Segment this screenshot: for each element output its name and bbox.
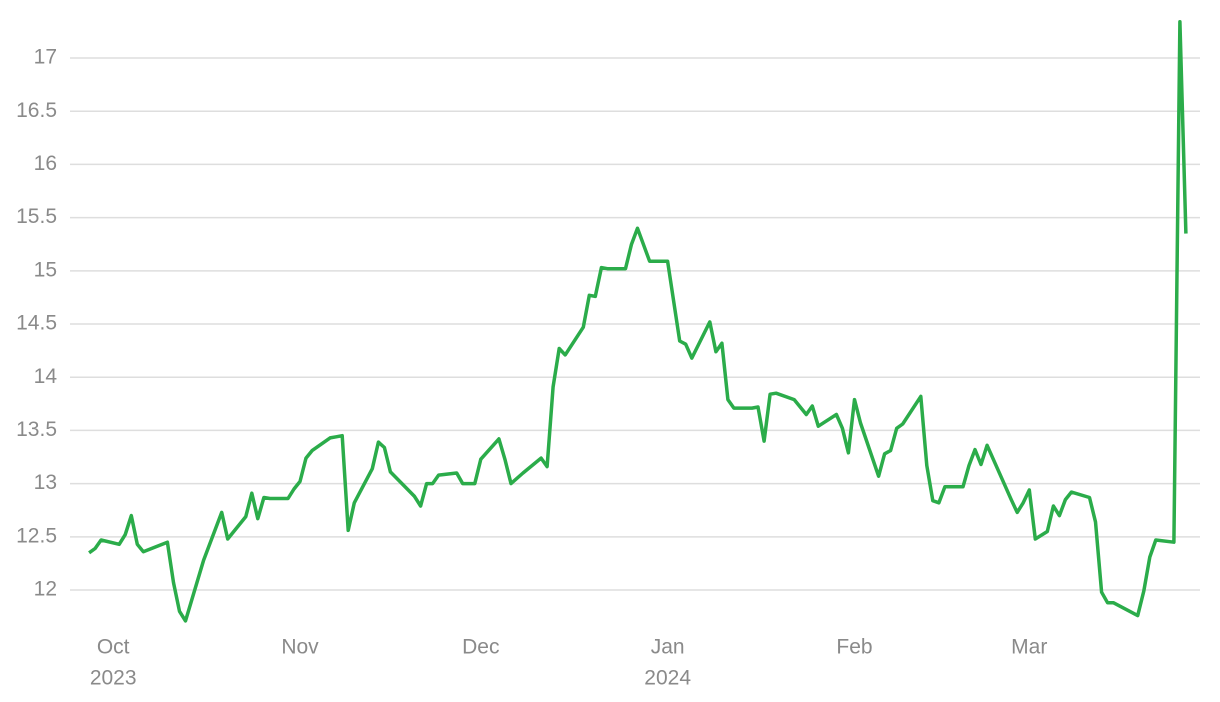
x-tick-label: Oct	[97, 636, 130, 659]
x-tick-sublabel: 2023	[90, 667, 137, 690]
y-tick-label: 17	[34, 46, 57, 69]
x-tick-label: Mar	[1011, 636, 1047, 659]
y-tick-label: 13	[34, 471, 57, 494]
y-tick-label: 15	[34, 258, 57, 281]
data-line	[88, 20, 1188, 623]
x-tick-label: Dec	[462, 636, 499, 659]
x-tick-sublabel: 2024	[644, 667, 691, 690]
y-tick-label: 13.5	[16, 418, 57, 441]
y-tick-label: 14	[34, 365, 58, 388]
y-tick-label: 16	[34, 152, 57, 175]
y-tick-label: 16.5	[16, 99, 57, 122]
y-tick-label: 12	[34, 578, 57, 601]
y-tick-label: 14.5	[16, 312, 57, 335]
x-tick-label: Feb	[836, 636, 872, 659]
y-tick-label: 12.5	[16, 524, 57, 547]
y-tick-label: 15.5	[16, 205, 57, 228]
x-tick-label: Nov	[281, 636, 319, 659]
x-tick-label: Jan	[651, 636, 685, 659]
